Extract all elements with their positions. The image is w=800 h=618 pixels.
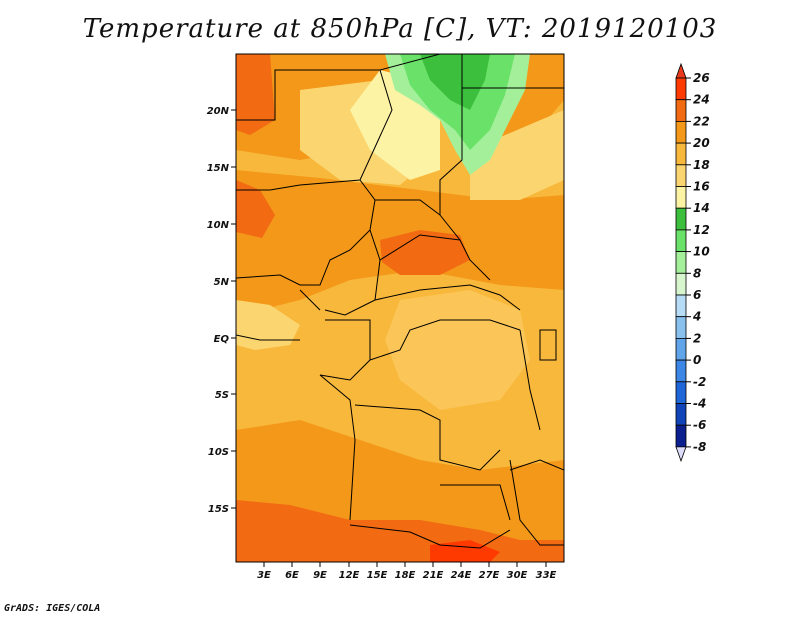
lat-tick-label: 20N bbox=[207, 106, 230, 117]
lat-tick-label: 10N bbox=[207, 220, 230, 231]
field-green-inner bbox=[420, 54, 490, 110]
colorbar-max-triangle bbox=[675, 62, 687, 79]
colorbar-label: 24 bbox=[693, 93, 710, 107]
field-hot-sahel bbox=[380, 230, 470, 275]
colorbar-label: 14 bbox=[693, 201, 710, 215]
lon-tick-label: 15E bbox=[367, 570, 388, 581]
lon-tick-label: 6E bbox=[285, 570, 299, 581]
colorbar-label: 20 bbox=[693, 136, 710, 150]
credit-label: GrADS: IGES/COLA bbox=[4, 603, 101, 614]
colorbar-label: 0 bbox=[693, 353, 701, 367]
colorbar-label: 18 bbox=[693, 158, 710, 172]
lon-tick-label: 12E bbox=[339, 570, 360, 581]
lon-tick-label: 33E bbox=[536, 570, 557, 581]
colorbar-box bbox=[675, 142, 687, 166]
colorbar-box bbox=[675, 164, 687, 187]
lat-tick-label: 15N bbox=[207, 163, 230, 174]
colorbar-min-triangle bbox=[675, 446, 687, 463]
colorbar-label: -6 bbox=[693, 418, 706, 432]
lat-tick-label: 5S bbox=[215, 390, 229, 401]
colorbar-box bbox=[675, 121, 687, 144]
field-east-cool bbox=[470, 110, 564, 200]
colorbar-label: 16 bbox=[693, 180, 710, 194]
lat-tick-label: EQ bbox=[214, 334, 230, 345]
colorbar-label: 2 bbox=[693, 331, 701, 345]
colorbar-box bbox=[675, 359, 687, 383]
colorbar-label: -2 bbox=[693, 375, 706, 389]
colorbar-box bbox=[675, 403, 687, 426]
lon-tick-label: 21E bbox=[423, 570, 444, 581]
colorbar-box bbox=[675, 316, 687, 339]
colorbar-label: 8 bbox=[693, 266, 701, 280]
colorbar-box bbox=[675, 229, 687, 252]
colorbar-box bbox=[675, 186, 687, 209]
field-basin bbox=[385, 290, 530, 410]
colorbar-box bbox=[675, 294, 687, 318]
lon-axis: 3E 6E 9E 12E 15E 18E 21E 24E 27E 30E 33E bbox=[257, 562, 557, 581]
colorbar-label: 12 bbox=[693, 223, 710, 237]
borders bbox=[236, 54, 564, 549]
map-title: Temperature at 850hPa [C], VT: 201912010… bbox=[82, 14, 718, 44]
lon-tick-label: 3E bbox=[257, 570, 271, 581]
lat-tick-label: 15S bbox=[208, 504, 229, 515]
colorbar-box bbox=[675, 251, 687, 274]
colorbar-label: -8 bbox=[693, 440, 706, 454]
lon-tick-label: 24E bbox=[451, 570, 472, 581]
colorbar-label: 4 bbox=[692, 310, 701, 324]
colorbar-label: 6 bbox=[693, 288, 701, 302]
field-hot-west bbox=[236, 180, 275, 238]
colorbar-label: -4 bbox=[693, 397, 706, 411]
lon-tick-label: 18E bbox=[395, 570, 416, 581]
colorbar-label: 26 bbox=[693, 71, 710, 85]
lat-tick-label: 5N bbox=[214, 277, 230, 288]
field-coast-cool bbox=[236, 300, 300, 350]
colorbar-label: 22 bbox=[693, 114, 710, 128]
field-hot-topleft bbox=[236, 54, 275, 135]
colorbar-box bbox=[675, 424, 687, 448]
colorbar-box bbox=[675, 272, 687, 296]
map-frame bbox=[235, 53, 565, 563]
colorbar-box bbox=[675, 99, 687, 122]
colorbar-label: 10 bbox=[693, 245, 710, 259]
lon-tick-label: 9E bbox=[313, 570, 327, 581]
lon-tick-label: 27E bbox=[479, 570, 500, 581]
colorbar-box bbox=[675, 337, 687, 361]
lat-tick-label: 10S bbox=[208, 447, 229, 458]
colorbar-box bbox=[675, 207, 687, 231]
lon-tick-label: 30E bbox=[507, 570, 528, 581]
colorbar-box bbox=[675, 381, 687, 404]
colorbar-box bbox=[675, 77, 687, 101]
lat-axis: 20N 15N 10N 5N EQ 5S 10S 15S bbox=[207, 106, 236, 515]
